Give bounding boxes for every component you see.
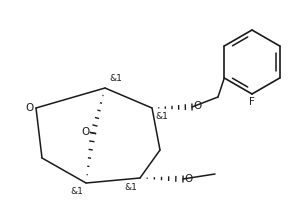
Text: O: O: [26, 103, 34, 113]
Text: O: O: [193, 101, 201, 111]
Text: O: O: [184, 174, 192, 184]
Text: O: O: [82, 127, 90, 137]
Text: &1: &1: [155, 112, 168, 121]
Text: &1: &1: [109, 74, 122, 83]
Text: F: F: [249, 97, 255, 107]
Text: &1: &1: [70, 187, 83, 196]
Text: &1: &1: [124, 183, 137, 192]
